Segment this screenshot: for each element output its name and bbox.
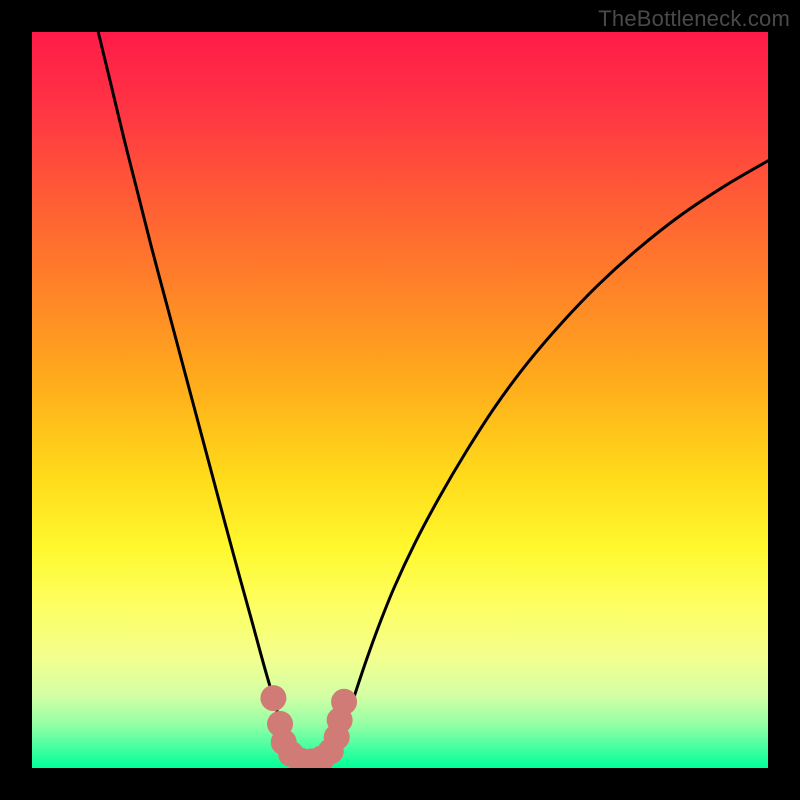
highlight-dot (331, 689, 357, 715)
highlight-dot (260, 685, 286, 711)
chart-stage: TheBottleneck.com (0, 0, 800, 800)
chart-svg (0, 0, 800, 800)
chart-background (32, 32, 768, 768)
watermark-text: TheBottleneck.com (598, 6, 790, 32)
